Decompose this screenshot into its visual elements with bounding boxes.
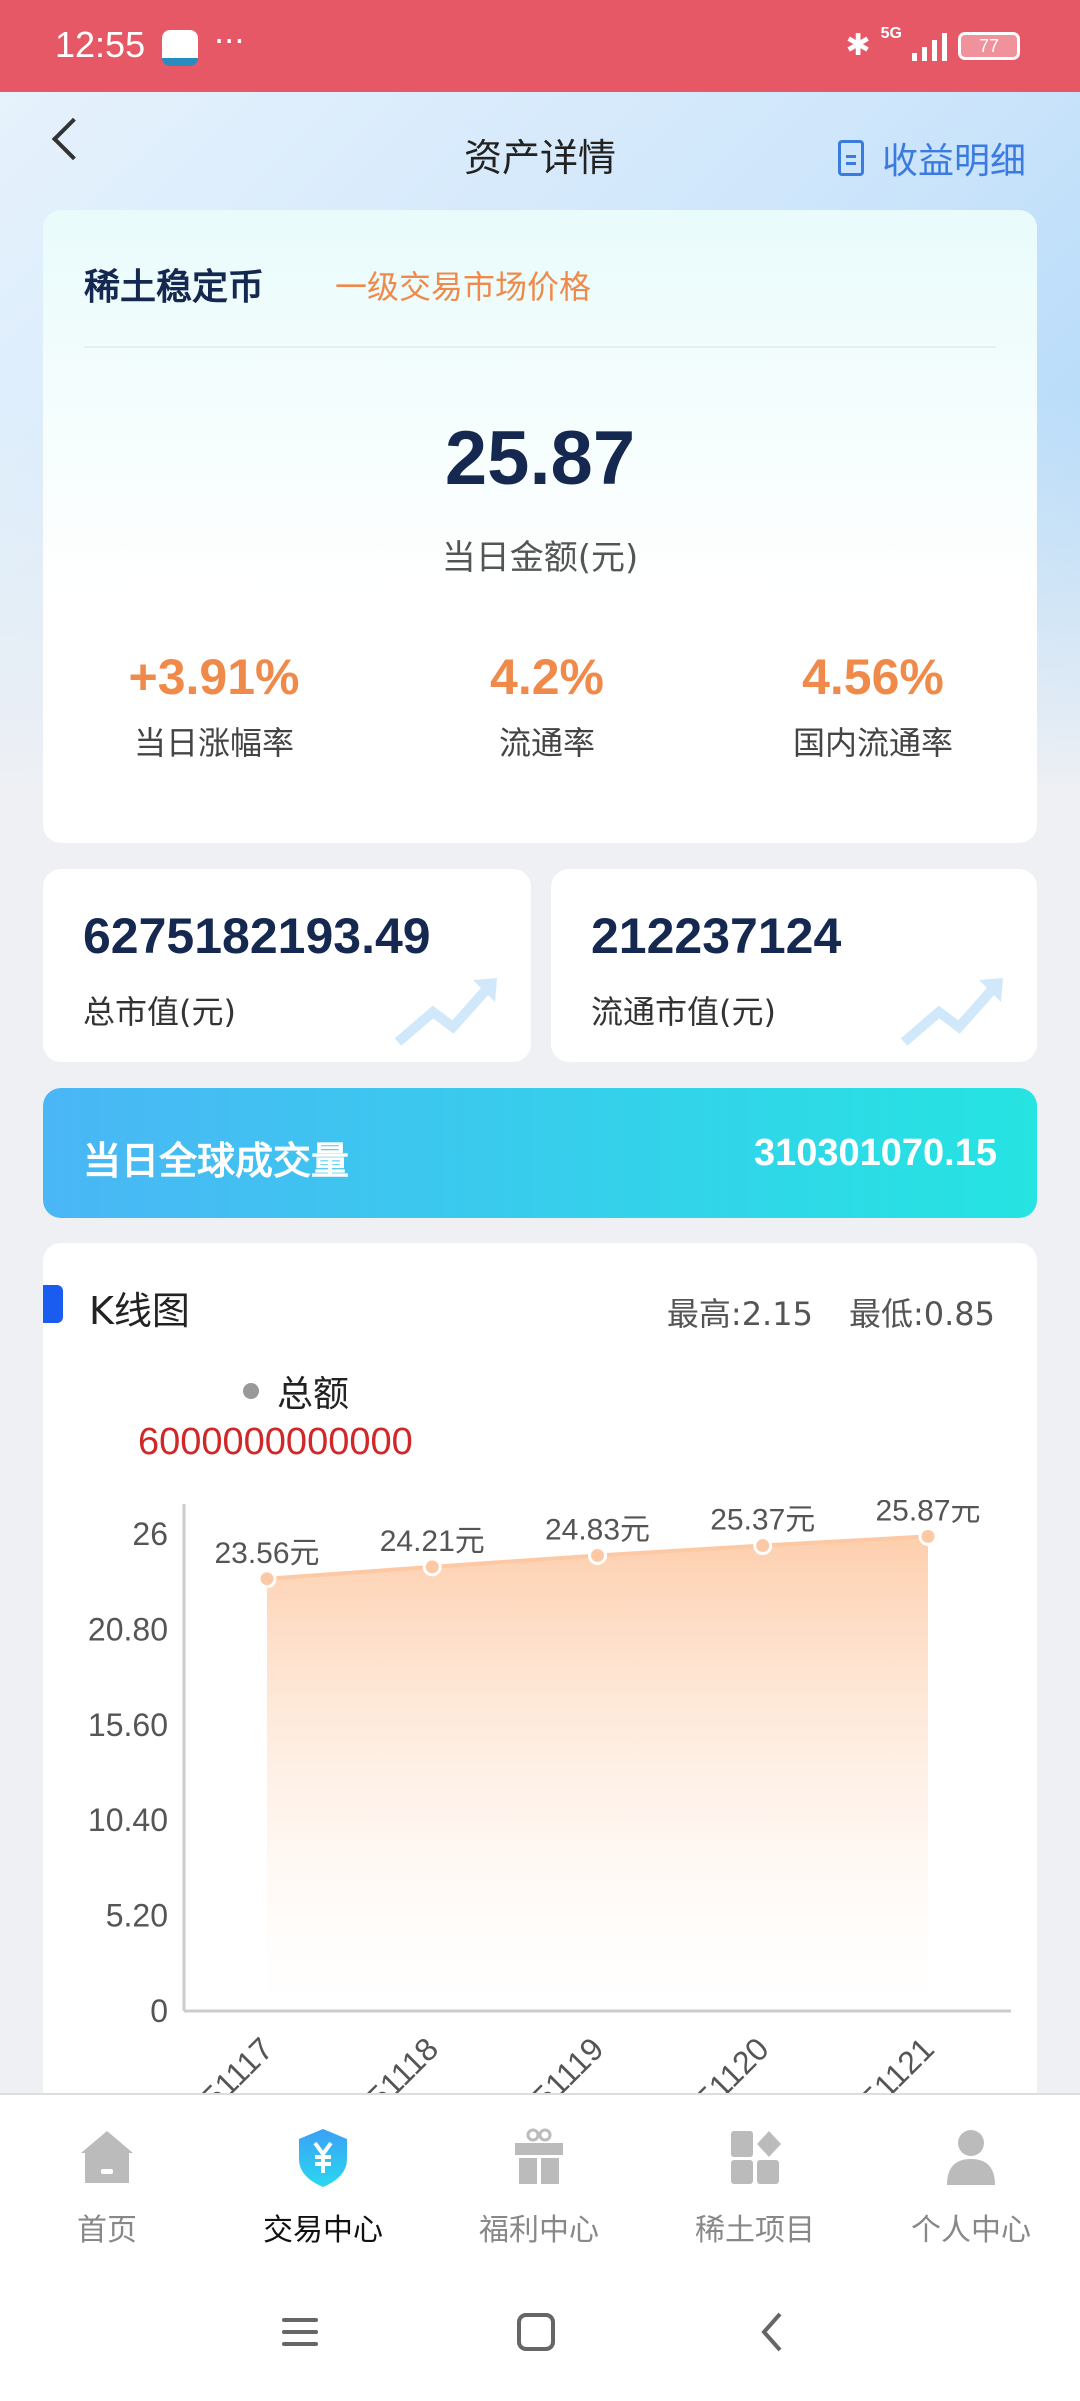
asset-subtitle: 一级交易市场价格	[335, 268, 592, 306]
app-notification-icon	[162, 30, 198, 66]
low-value: 最低:0.85	[848, 1295, 995, 1333]
nav-home[interactable]: 首页	[17, 2127, 197, 2249]
asset-card: 稀土稳定币 一级交易市场价格 25.87 当日金额(元) +3.91% 当日涨幅率…	[43, 210, 1037, 843]
data-label: 24.21元	[380, 1525, 485, 1558]
apps-icon	[725, 2127, 785, 2187]
page-title: 资产详情	[463, 136, 616, 180]
data-point	[753, 1536, 773, 1556]
section-marker	[43, 1285, 63, 1323]
data-label: 25.87元	[875, 1500, 980, 1527]
price-label: 当日金额(元)	[441, 538, 639, 578]
y-tick-label: 5.20	[106, 1898, 168, 1934]
battery-icon: 77	[958, 32, 1020, 60]
asset-name: 稀土稳定币	[84, 267, 265, 308]
data-point	[257, 1569, 277, 1589]
data-label: 23.56元	[214, 1537, 319, 1570]
x-tick-label: 20251118	[322, 2030, 445, 2093]
document-icon	[838, 140, 864, 176]
market-cap-label: 总市值(元)	[83, 993, 236, 1031]
high-low: 最高:2.15 最低:0.85	[667, 1289, 995, 1335]
x-tick-label: 20251117	[157, 2030, 280, 2093]
stat-circulation-rate: 4.2% 流通率	[382, 648, 712, 764]
bottom-nav: 首页 交易中心 福利中心 稀土项目 个人中心	[0, 2093, 1080, 2401]
stat-label: 国内流通率	[792, 724, 953, 762]
y-tick-label: 20.80	[88, 1611, 168, 1647]
y-tick-label: 26	[132, 1516, 168, 1552]
stat-daily-change: +3.91% 当日涨幅率	[49, 648, 379, 764]
trend-up-icon	[394, 978, 497, 1046]
home-system-button[interactable]	[516, 2312, 556, 2352]
data-point	[918, 1526, 938, 1546]
kline-title: K线图	[89, 1289, 190, 1333]
nav-trading-center[interactable]: 交易中心	[233, 2127, 413, 2249]
status-icons: ✱ 5G 77	[846, 26, 1020, 66]
yuan-shield-icon	[293, 2127, 353, 2187]
global-volume-label: 当日全球成交量	[83, 1139, 350, 1183]
total-market-cap-card: 6275182193.49 总市值(元)	[43, 869, 531, 1062]
y-tick-label: 0	[150, 1993, 168, 2029]
data-point	[422, 1557, 442, 1577]
stat-value: +3.91%	[128, 649, 300, 705]
income-detail-button[interactable]: 收益明细	[838, 132, 1026, 184]
total-amount: 6000000000000	[138, 1421, 413, 1463]
data-label: 24.83元	[545, 1513, 650, 1546]
stat-value: 4.56%	[802, 649, 944, 705]
y-tick-label: 15.60	[88, 1707, 168, 1743]
stat-label: 当日涨幅率	[133, 724, 294, 762]
income-detail-label: 收益明细	[882, 141, 1027, 182]
nav-label: 交易中心	[263, 2213, 383, 2248]
nav-label: 福利中心	[479, 2213, 599, 2248]
stat-value: 4.2%	[490, 649, 604, 705]
gift-icon	[509, 2127, 569, 2187]
home-icon	[77, 2127, 137, 2187]
circulating-market-cap-card: 212237124 流通市值(元)	[551, 869, 1037, 1062]
market-cap-value: 6275182193.49	[83, 908, 431, 964]
more-notifications: ···	[214, 22, 245, 60]
high-value: 最高:2.15	[666, 1295, 813, 1333]
signal-icon	[912, 33, 947, 61]
global-volume-value: 310301070.15	[753, 1132, 997, 1174]
person-icon	[941, 2127, 1001, 2187]
nav-personal-center[interactable]: 个人中心	[881, 2127, 1061, 2249]
clock: 12:55	[55, 24, 146, 65]
divider	[84, 346, 996, 348]
price-value: 25.87	[444, 416, 636, 501]
stat-domestic-circulation: 4.56% 国内流通率	[708, 648, 1038, 764]
bluetooth-icon: ✱	[845, 28, 871, 63]
nav-label: 首页	[77, 2213, 137, 2248]
circulating-cap-value: 212237124	[591, 908, 842, 964]
x-tick-label: 20251119	[488, 2030, 611, 2093]
legend-dot-icon	[243, 1383, 259, 1399]
status-bar: 12:55 ··· ✱ 5G 77	[0, 0, 1080, 92]
global-volume-banner: 当日全球成交量 310301070.15	[43, 1088, 1037, 1218]
menu-system-button[interactable]	[280, 2312, 320, 2352]
y-tick-label: 10.40	[88, 1802, 168, 1838]
nav-label: 个人中心	[911, 2213, 1031, 2248]
kline-chart: 0 5.20 10.40 15.60 20.80 26 23.56元 20251117 24.2…	[88, 1500, 1011, 2093]
nav-rare-earth-projects[interactable]: 稀土项目	[665, 2127, 845, 2249]
trend-up-icon	[900, 978, 1003, 1046]
area-fill	[267, 1536, 928, 2011]
back-system-button[interactable]	[756, 2312, 786, 2352]
x-tick-label: 20251120	[651, 2030, 775, 2093]
data-label: 25.37元	[710, 1504, 815, 1537]
chart-legend[interactable]: 总额	[243, 1365, 349, 1417]
data-point	[588, 1545, 607, 1565]
legend-label: 总额	[277, 1374, 350, 1415]
nav-welfare-center[interactable]: 福利中心	[449, 2127, 629, 2249]
nav-label: 稀土项目	[695, 2213, 815, 2248]
circulating-cap-label: 流通市值(元)	[591, 993, 776, 1031]
x-tick-label: 20251121	[816, 2030, 940, 2093]
network-type: 5G	[880, 25, 902, 42]
stat-label: 流通率	[498, 724, 595, 762]
